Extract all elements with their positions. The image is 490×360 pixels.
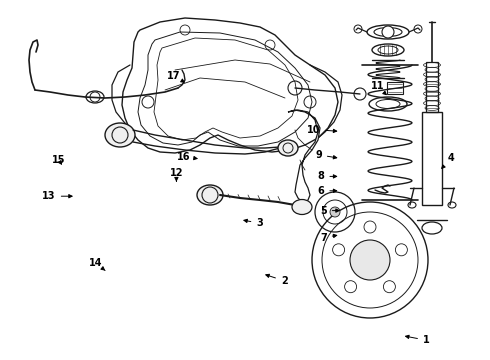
- Ellipse shape: [278, 140, 298, 156]
- Text: 16: 16: [177, 152, 197, 162]
- Circle shape: [330, 207, 340, 217]
- Text: 14: 14: [89, 258, 105, 270]
- Text: 15: 15: [52, 155, 66, 165]
- Text: 17: 17: [167, 71, 184, 82]
- Polygon shape: [288, 110, 320, 202]
- Text: 3: 3: [244, 218, 263, 228]
- Circle shape: [382, 26, 394, 38]
- Text: 11: 11: [370, 81, 386, 95]
- Ellipse shape: [197, 185, 223, 205]
- Bar: [422, 112, 442, 205]
- Text: 1: 1: [406, 335, 430, 345]
- Bar: [426, 62, 438, 112]
- Text: 13: 13: [42, 191, 72, 201]
- Text: 6: 6: [318, 186, 337, 196]
- Text: 5: 5: [320, 206, 339, 216]
- Text: 12: 12: [170, 168, 183, 181]
- Ellipse shape: [292, 199, 312, 215]
- Ellipse shape: [105, 123, 135, 147]
- Text: 2: 2: [266, 274, 288, 286]
- Text: 8: 8: [318, 171, 337, 181]
- Polygon shape: [122, 18, 338, 153]
- Text: 9: 9: [315, 150, 337, 160]
- Bar: [387, 82, 403, 94]
- Text: 4: 4: [441, 153, 454, 168]
- Text: 10: 10: [307, 125, 337, 135]
- Text: 7: 7: [320, 233, 337, 243]
- Circle shape: [350, 240, 390, 280]
